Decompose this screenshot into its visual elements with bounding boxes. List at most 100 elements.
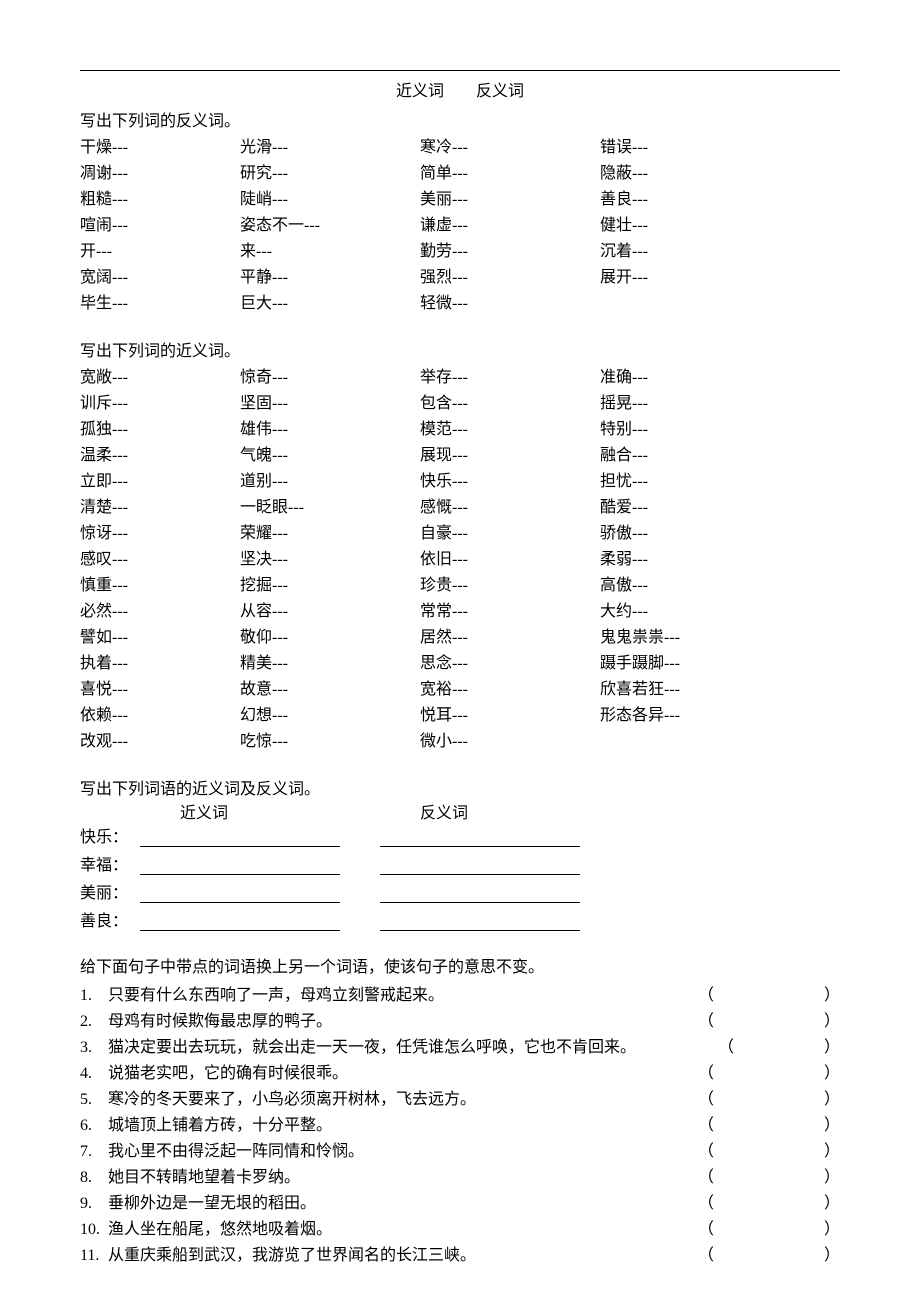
word-cell: 研究---: [240, 159, 420, 183]
word-cell: 精美---: [240, 649, 420, 673]
word-cell: 干燥---: [80, 133, 240, 157]
word-cell: 毕生---: [80, 289, 240, 313]
word-cell: [600, 289, 780, 313]
sentence-text: 寒冷的冬天要来了，小鸟必须离开树林，飞去远方。: [108, 1085, 476, 1109]
word-cell: 惊讶---: [80, 519, 240, 543]
word-cell: 敬仰---: [240, 623, 420, 647]
word-cell: 大约---: [600, 597, 780, 621]
sentence-row: 10.渔人坐在船尾，悠然地吸着烟。（）: [80, 1215, 840, 1239]
word-cell: 训斥---: [80, 389, 240, 413]
word-cell: 开---: [80, 237, 240, 261]
sentence-number: 7.: [80, 1143, 108, 1161]
paren-open: （: [698, 1085, 714, 1109]
word-cell: 立即---: [80, 467, 240, 491]
page: 近义词 反义词 写出下列词的反义词。 干燥---光滑---寒冷---错误---凋…: [0, 0, 920, 1307]
antonym-heading: 写出下列词的反义词。: [80, 107, 840, 131]
paren-open: （: [698, 1059, 714, 1083]
both-column-labels: 近义词 反义词: [80, 799, 840, 823]
page-title: 近义词 反义词: [80, 77, 840, 101]
word-cell: 错误---: [600, 133, 780, 157]
word-cell: 微小---: [420, 727, 600, 751]
word-cell: 蹑手蹑脚---: [600, 649, 780, 673]
sentence-row: 2.母鸡有时候欺侮最忠厚的鸭子。（）: [80, 1007, 840, 1031]
both-row-label: 善良：: [80, 907, 140, 931]
word-cell: 陡峭---: [240, 185, 420, 209]
sentence-text: 渔人坐在船尾，悠然地吸着烟。: [108, 1215, 332, 1239]
antonym-grid: 干燥---光滑---寒冷---错误---凋谢---研究---简单---隐蔽---…: [80, 133, 840, 313]
both-heading: 写出下列词语的近义词及反义词。: [80, 775, 840, 799]
word-cell: 健壮---: [600, 211, 780, 235]
word-cell: 光滑---: [240, 133, 420, 157]
word-cell: [600, 727, 780, 751]
synonym-grid: 宽敞---惊奇---举存---准确---训斥---坚固---包含---摇晃---…: [80, 363, 840, 751]
word-cell: 居然---: [420, 623, 600, 647]
word-cell: 担忧---: [600, 467, 780, 491]
word-cell: 依旧---: [420, 545, 600, 569]
sentence-row: 7.我心里不由得泛起一阵同情和怜悯。（）: [80, 1137, 840, 1161]
word-cell: 凋谢---: [80, 159, 240, 183]
sentence-text: 从重庆乘船到武汉，我游览了世界闻名的长江三峡。: [108, 1241, 476, 1265]
word-cell: 沉着---: [600, 237, 780, 261]
both-row: 快乐：: [80, 823, 840, 847]
word-cell: 坚固---: [240, 389, 420, 413]
sentence-number: 5.: [80, 1091, 108, 1109]
sentence-number: 10.: [80, 1221, 108, 1239]
word-cell: 幻想---: [240, 701, 420, 725]
word-cell: 快乐---: [420, 467, 600, 491]
blank-line: [380, 856, 580, 875]
sentence-row: 5.寒冷的冬天要来了，小鸟必须离开树林，飞去远方。（）: [80, 1085, 840, 1109]
blank-line: [380, 884, 580, 903]
sentence-number: 9.: [80, 1195, 108, 1213]
synonym-heading: 写出下列词的近义词。: [80, 337, 840, 361]
word-cell: 摇晃---: [600, 389, 780, 413]
word-cell: 喧闹---: [80, 211, 240, 235]
title-left: 近义词: [396, 83, 444, 100]
sentence-number: 1.: [80, 987, 108, 1005]
word-cell: 美丽---: [420, 185, 600, 209]
word-cell: 感慨---: [420, 493, 600, 517]
word-cell: 平静---: [240, 263, 420, 287]
word-cell: 孤独---: [80, 415, 240, 439]
word-cell: 谦虚---: [420, 211, 600, 235]
word-cell: 依赖---: [80, 701, 240, 725]
word-cell: 欣喜若狂---: [600, 675, 780, 699]
word-cell: 道别---: [240, 467, 420, 491]
word-cell: 展现---: [420, 441, 600, 465]
both-row-label: 快乐：: [80, 823, 140, 847]
word-cell: 必然---: [80, 597, 240, 621]
word-cell: 宽裕---: [420, 675, 600, 699]
word-cell: 慎重---: [80, 571, 240, 595]
blank-line: [380, 912, 580, 931]
word-cell: 思念---: [420, 649, 600, 673]
word-cell: 感叹---: [80, 545, 240, 569]
sentence-text: 城墙顶上铺着方砖，十分平整。: [108, 1111, 332, 1135]
both-col1-label: 近义词: [140, 799, 340, 823]
paren-close: ）: [824, 1033, 840, 1057]
word-cell: 改观---: [80, 727, 240, 751]
word-cell: 来---: [240, 237, 420, 261]
sentence-number: 3.: [80, 1039, 108, 1057]
word-cell: 自豪---: [420, 519, 600, 543]
sentence-text: 只要有什么东西响了一声，母鸡立刻警戒起来。: [108, 981, 444, 1005]
word-cell: 挖掘---: [240, 571, 420, 595]
word-cell: 粗糙---: [80, 185, 240, 209]
word-cell: 举存---: [420, 363, 600, 387]
sentence-text: 猫决定要出去玩玩，就会出走一天一夜，任凭谁怎么呼唤，它也不肯回来。: [108, 1033, 636, 1057]
word-cell: 善良---: [600, 185, 780, 209]
sentence-row: 9.垂柳外边是一望无垠的稻田。（）: [80, 1189, 840, 1213]
word-cell: 融合---: [600, 441, 780, 465]
sentence-row: 3.猫决定要出去玩玩，就会出走一天一夜，任凭谁怎么呼唤，它也不肯回来。（）: [80, 1033, 840, 1057]
both-rows: 快乐：幸福：美丽：善良：: [80, 823, 840, 931]
both-row: 美丽：: [80, 879, 840, 903]
blank-line: [140, 912, 340, 931]
paren-open: （: [698, 1007, 714, 1031]
paren-open: （: [698, 1241, 714, 1265]
paren-close: ）: [824, 1111, 840, 1135]
blank-line: [140, 856, 340, 875]
paren-close: ）: [824, 1163, 840, 1187]
word-cell: 强烈---: [420, 263, 600, 287]
sentence-text: 母鸡有时候欺侮最忠厚的鸭子。: [108, 1007, 332, 1031]
blank-line: [140, 884, 340, 903]
word-cell: 故意---: [240, 675, 420, 699]
word-cell: 展开---: [600, 263, 780, 287]
